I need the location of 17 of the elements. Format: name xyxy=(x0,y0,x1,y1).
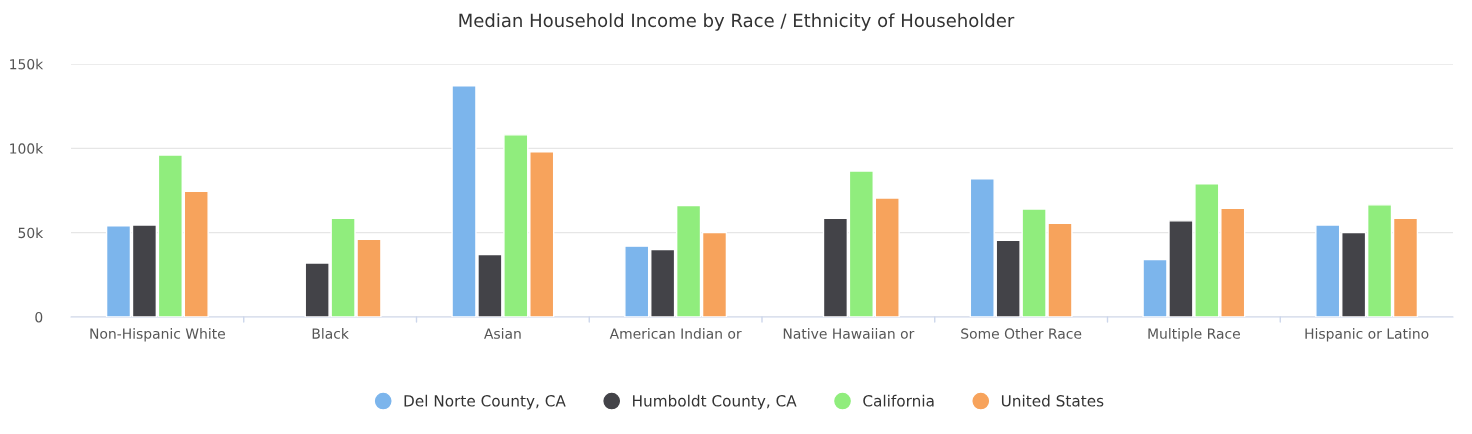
y-tick-label: 50k xyxy=(18,227,44,239)
x-tick-label: Native Hawaiian or xyxy=(783,328,915,339)
legend-label: Del Norte County, CA xyxy=(404,394,566,410)
legend-label: California xyxy=(863,394,934,407)
y-tick-label: 100k xyxy=(10,143,44,154)
x-tick-label: Multiple Race xyxy=(1148,328,1240,342)
legend-label: Humboldt County, CA xyxy=(633,394,797,410)
chart-title: Median Household Income by Race / Ethnicity of Householder xyxy=(459,13,1015,31)
x-tick-label: Black xyxy=(312,328,349,339)
x-tick-label: Some Other Race xyxy=(961,328,1082,339)
legend-label: United States xyxy=(1001,394,1104,407)
y-tick-label: 0 xyxy=(35,311,43,323)
y-tick-label: 150k xyxy=(10,58,44,70)
x-tick-label: Hispanic or Latino xyxy=(1305,328,1429,342)
x-tick-label: Asian xyxy=(484,328,521,339)
x-tick-label: American Indian or xyxy=(609,328,742,339)
x-tick-label: Non-Hispanic White xyxy=(90,328,225,342)
